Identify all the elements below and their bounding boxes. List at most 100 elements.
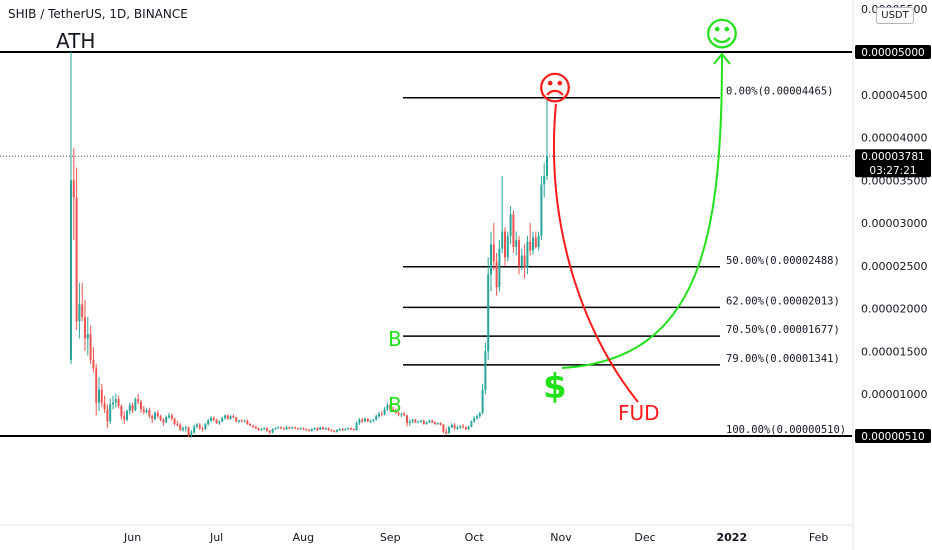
candle-body: [338, 429, 341, 431]
candle-body: [84, 317, 86, 339]
x-tick-label: Sep: [380, 531, 401, 544]
y-tick-label: 0.00004000: [861, 132, 927, 145]
fib-level-label: 62.00%(0.00002013): [726, 295, 840, 307]
candle-body: [112, 402, 114, 405]
candle-body: [476, 416, 478, 418]
candle-body: [131, 405, 134, 411]
candle-body: [81, 304, 84, 318]
candle-body: [509, 214, 512, 236]
x-tick-label: Feb: [809, 531, 828, 544]
currency-badge[interactable]: USDT: [876, 7, 914, 24]
candle-body: [210, 417, 212, 421]
candle-body: [182, 428, 184, 430]
candle-body: [100, 389, 103, 403]
candle-body: [518, 240, 520, 266]
candle-body: [316, 428, 319, 430]
candle-body: [285, 427, 288, 430]
candle-body: [159, 416, 162, 420]
candle-body: [330, 429, 333, 431]
candle-body: [240, 420, 243, 422]
candle-body: [372, 419, 375, 421]
candle-body: [417, 421, 420, 423]
fib-level-label: 70.50%(0.00001677): [726, 324, 840, 336]
candle-body: [462, 426, 464, 428]
candle-body: [473, 417, 476, 422]
candle-body: [117, 399, 120, 407]
y-tick-label: 0.00003000: [861, 217, 927, 230]
candle-body: [221, 417, 224, 422]
candle-body: [299, 428, 302, 430]
candle-body: [327, 428, 330, 430]
candle-body: [296, 428, 299, 430]
candle-body: [215, 419, 218, 424]
candle-body: [495, 261, 498, 288]
candle-body: [487, 274, 490, 352]
candle-body: [106, 409, 109, 422]
candle-body: [361, 419, 364, 422]
candle-body: [333, 430, 336, 432]
price-badge-bg: [855, 45, 931, 59]
candle-body: [207, 420, 210, 424]
candle-body: [506, 235, 509, 258]
candle-body: [162, 419, 165, 423]
candle-body: [187, 427, 190, 436]
candle-body: [436, 423, 439, 425]
candle-body: [397, 412, 400, 415]
candle-body: [459, 426, 462, 428]
candle-body: [364, 418, 366, 422]
candle-body: [103, 402, 106, 410]
candle-body: [501, 231, 504, 249]
candle-body: [277, 427, 280, 429]
candle-body: [428, 420, 431, 423]
candle-body: [145, 410, 148, 412]
candle-body: [229, 416, 232, 419]
candle-body: [226, 415, 229, 419]
candle-body: [366, 418, 369, 422]
candle-body: [95, 368, 98, 403]
candle-body: [268, 430, 271, 433]
candle-body: [358, 419, 361, 424]
price-badge: 0.00005000: [861, 47, 924, 59]
bearish-curve: [553, 103, 639, 403]
candle-body: [184, 427, 187, 429]
candle-body: [352, 429, 355, 431]
candle-body: [263, 428, 266, 430]
candle-body: [341, 429, 344, 431]
candle-body: [515, 240, 518, 247]
fib-level-label: 100.00%(0.00000510): [726, 424, 846, 436]
candle-body: [540, 184, 543, 236]
x-tick-label: 2022: [716, 531, 747, 544]
candle-body: [70, 180, 72, 360]
candle-body: [193, 426, 196, 433]
candle-body: [151, 416, 154, 419]
candle-body: [308, 429, 310, 431]
candle-body: [406, 415, 408, 424]
buy-label: B: [388, 393, 402, 417]
candle-body: [266, 428, 268, 431]
candle-body: [324, 428, 327, 430]
candle-body: [319, 427, 322, 430]
candle-body: [173, 418, 176, 424]
candle-body: [142, 409, 145, 412]
candle-body: [408, 421, 411, 424]
candle-body: [257, 428, 260, 430]
candle-body: [170, 415, 173, 419]
candle-body: [383, 409, 386, 415]
candle-body: [165, 417, 168, 423]
candle-body: [369, 420, 372, 422]
candle-body: [128, 405, 131, 412]
candle-body: [252, 425, 254, 427]
candle-body: [148, 410, 151, 417]
candle-body: [224, 415, 226, 418]
candle-body: [456, 427, 459, 429]
candle-body: [400, 413, 403, 415]
candle-body: [532, 237, 534, 251]
current-price-badge-bg: [855, 149, 931, 178]
y-tick-label: 0.00003500: [861, 174, 927, 187]
fib-level-label: 0.00%(0.00004465): [726, 86, 833, 98]
current-price-badge: 0.00003781: [861, 151, 924, 163]
candle-body: [498, 248, 501, 288]
candle-body: [238, 420, 240, 422]
candle-body: [355, 423, 358, 430]
